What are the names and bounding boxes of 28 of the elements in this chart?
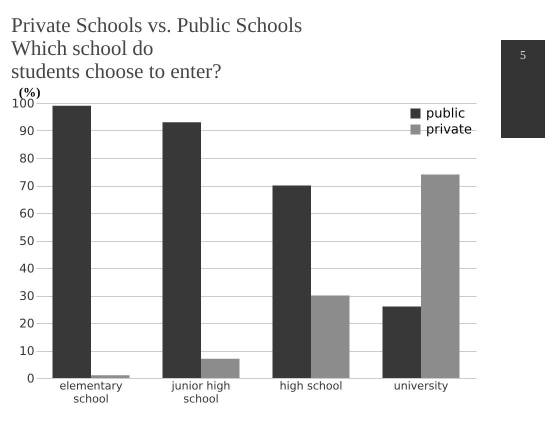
bar [201,358,240,378]
y-axis-title: (%) [18,84,40,100]
bar [52,106,91,378]
y-tick-label: 80 [19,152,34,166]
y-tick-label: 30 [19,289,34,303]
bar [382,306,421,378]
bar [162,122,201,378]
y-tick-label: 0 [26,372,34,386]
y-tick-label: 10 [19,344,34,358]
chart-title: Private Schools vs. Public Schools [11,13,302,37]
y-tick-label: 60 [19,206,34,220]
y-tick-label: 70 [19,179,34,193]
text: 5 [501,40,545,138]
bar [311,296,350,378]
bar [91,375,130,378]
x-tick-label: junior high school [170,380,230,406]
y-tick-label: 20 [19,316,34,330]
y-tick-label: 50 [19,234,34,248]
x-tick-label: high school [280,380,342,392]
chart-subtitle: Which school do students choose to enter? [11,36,222,83]
x-tick-label: university [394,380,449,392]
legend-label: private [426,122,472,138]
y-tick-label: 90 [19,124,34,138]
bar [272,186,311,378]
bar [421,174,460,378]
x-tick-label: elementary school [59,380,124,406]
y-tick-label: 40 [19,262,34,276]
legend-label: public [426,106,466,122]
